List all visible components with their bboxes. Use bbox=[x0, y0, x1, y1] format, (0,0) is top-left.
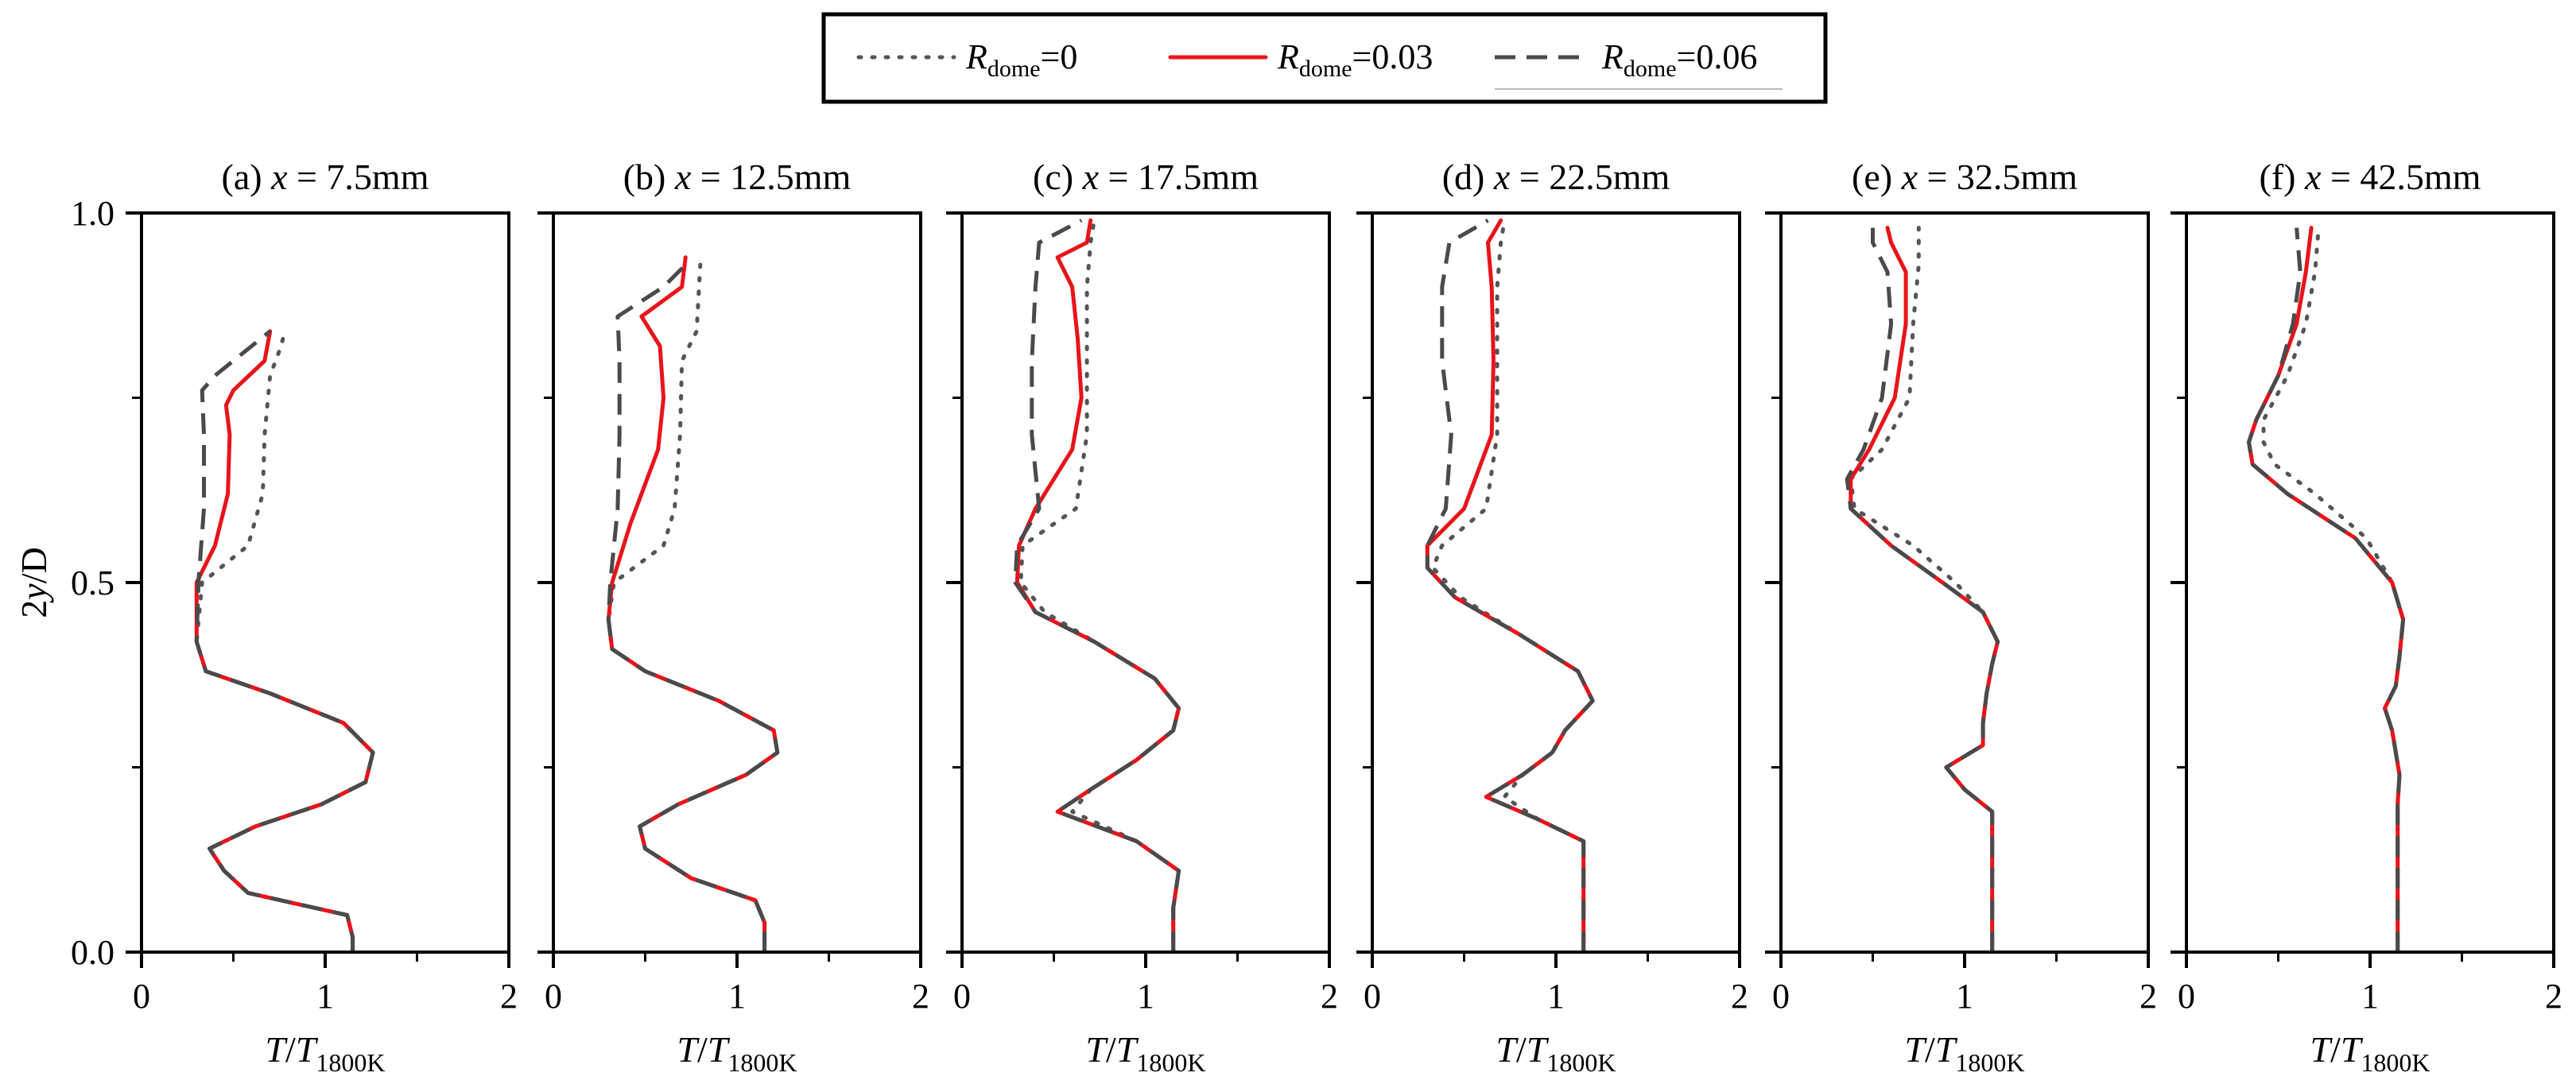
x-tick-label: 0 bbox=[545, 977, 562, 1016]
legend: Rdome=0 Rdome=0.03 Rdome=0.06 bbox=[821, 12, 1828, 104]
panel-2: (c) x = 17.5mm 0 1 2 T/T1800K bbox=[946, 157, 1338, 1077]
panel-1: (b) x = 12.5mm 0 1 2 T/T1800K bbox=[537, 157, 929, 1077]
panel-title: (a) x = 7.5mm bbox=[222, 157, 429, 197]
y-axis-label: 2y/D bbox=[14, 547, 54, 618]
x-tick-label: 2 bbox=[1321, 977, 1338, 1016]
panel-title: (e) x = 32.5mm bbox=[1852, 157, 2077, 197]
panel-title: (b) x = 12.5mm bbox=[623, 157, 852, 197]
series-line-2 bbox=[606, 263, 780, 952]
panel-curves bbox=[1425, 218, 1595, 952]
panel-title: (d) x = 22.5mm bbox=[1442, 157, 1670, 197]
panel-curves bbox=[1845, 226, 2000, 952]
legend-label-1: Rdome=0.03 bbox=[1277, 37, 1433, 82]
x-axis-label: T/T1800K bbox=[677, 1029, 797, 1077]
x-axis-label: T/T1800K bbox=[1085, 1029, 1205, 1077]
panel-title: (f) x = 42.5mm bbox=[2260, 157, 2481, 197]
x-axis-label: T/T1800K bbox=[1496, 1029, 1616, 1077]
x-tick-label: 2 bbox=[1731, 977, 1748, 1016]
series-line-2 bbox=[194, 329, 375, 952]
panel-curves bbox=[606, 255, 780, 952]
x-axis-label: T/T1800K bbox=[265, 1029, 385, 1077]
x-tick-label: 1 bbox=[1956, 977, 1973, 1016]
x-tick-label: 1 bbox=[2361, 977, 2379, 1016]
x-tick-label: 1 bbox=[316, 977, 334, 1016]
y-axis-label-group: 2y/D bbox=[14, 547, 54, 618]
x-tick-label: 2 bbox=[2545, 977, 2562, 1016]
series-line-2 bbox=[1845, 227, 2000, 952]
x-tick-label: 2 bbox=[912, 977, 929, 1016]
series-line-2 bbox=[2247, 227, 2406, 952]
x-tick-label: 1 bbox=[728, 977, 746, 1016]
y-tick-label: 0.5 bbox=[71, 563, 114, 602]
panel-curves bbox=[2247, 226, 2406, 952]
panel-0: (a) x = 7.5mm 0 1 2 0.0 0.5 1.0 T/T1800K bbox=[71, 157, 518, 1077]
x-tick-label: 0 bbox=[133, 977, 150, 1016]
x-tick-label: 2 bbox=[500, 977, 518, 1016]
panel-curves bbox=[1013, 218, 1181, 952]
legend-label-2: Rdome=0.06 bbox=[1601, 37, 1757, 82]
x-tick-label: 0 bbox=[1364, 977, 1381, 1016]
panel-title: (c) x = 17.5mm bbox=[1033, 157, 1259, 197]
x-tick-label: 1 bbox=[1137, 977, 1154, 1016]
panel-curves bbox=[194, 329, 375, 952]
x-axis-label: T/T1800K bbox=[2310, 1029, 2430, 1077]
panel-5: (f) x = 42.5mm 0 1 2 T/T1800K bbox=[2171, 157, 2562, 1077]
legend-box bbox=[821, 12, 1828, 104]
y-tick-label: 1.0 bbox=[71, 194, 114, 233]
series-line-2 bbox=[1425, 219, 1595, 952]
x-tick-label: 1 bbox=[1547, 977, 1565, 1016]
x-tick-label: 0 bbox=[953, 977, 971, 1016]
x-tick-label: 0 bbox=[2178, 977, 2195, 1016]
x-tick-label: 2 bbox=[2140, 977, 2157, 1016]
panel-3: (d) x = 22.5mm 0 1 2 T/T1800K bbox=[1356, 157, 1748, 1077]
x-axis-label: T/T1800K bbox=[1904, 1029, 2024, 1077]
series-line-2 bbox=[1013, 219, 1181, 952]
x-tick-label: 0 bbox=[1772, 977, 1790, 1016]
panel-4: (e) x = 32.5mm 0 1 2 T/T1800K bbox=[1765, 157, 2157, 1077]
legend-label-0: Rdome=0 bbox=[965, 37, 1077, 82]
y-tick-label: 0.0 bbox=[71, 933, 114, 972]
